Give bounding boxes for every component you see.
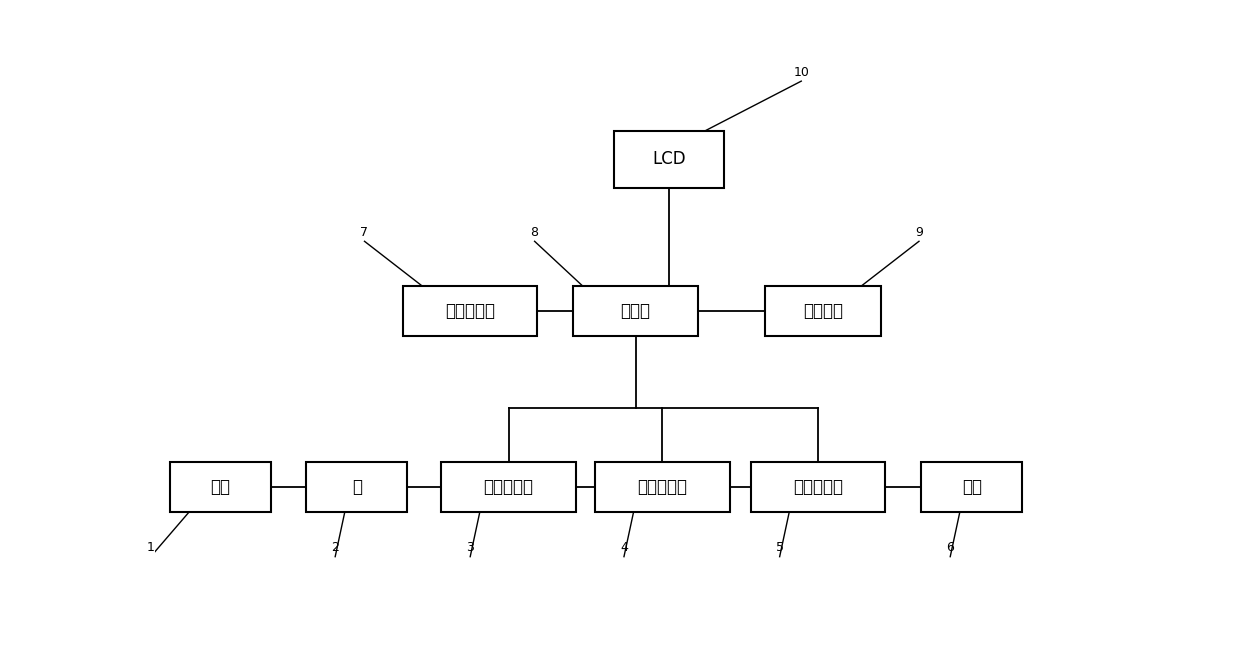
Bar bbox=[750, 462, 885, 512]
Text: 5: 5 bbox=[776, 541, 784, 554]
Bar bbox=[614, 131, 724, 188]
Text: 6: 6 bbox=[946, 541, 954, 554]
Text: 处理器: 处理器 bbox=[620, 302, 651, 320]
Text: 4: 4 bbox=[620, 541, 627, 554]
Text: 噴头: 噴头 bbox=[962, 478, 982, 496]
Text: 压力传感器: 压力传感器 bbox=[637, 478, 687, 496]
Bar bbox=[441, 462, 575, 512]
Text: 速度传感器: 速度传感器 bbox=[445, 302, 495, 320]
Text: 10: 10 bbox=[794, 66, 810, 79]
Bar bbox=[306, 462, 407, 512]
Text: 2: 2 bbox=[331, 541, 339, 554]
Text: 电动调节阀: 电动调节阀 bbox=[794, 478, 843, 496]
Bar bbox=[921, 462, 1022, 512]
Text: 3: 3 bbox=[466, 541, 474, 554]
Text: LCD: LCD bbox=[652, 150, 686, 168]
Bar bbox=[170, 462, 270, 512]
Bar bbox=[403, 286, 537, 335]
Text: 8: 8 bbox=[531, 226, 538, 239]
Bar bbox=[573, 286, 698, 335]
Text: 键盘模块: 键盘模块 bbox=[802, 302, 843, 320]
Bar bbox=[595, 462, 729, 512]
Text: 泵: 泵 bbox=[352, 478, 362, 496]
Text: 9: 9 bbox=[915, 226, 923, 239]
Text: 药箋: 药箋 bbox=[211, 478, 231, 496]
Text: 流量传感器: 流量传感器 bbox=[484, 478, 533, 496]
Text: 7: 7 bbox=[361, 226, 368, 239]
Text: 1: 1 bbox=[146, 541, 155, 554]
Bar bbox=[765, 286, 880, 335]
